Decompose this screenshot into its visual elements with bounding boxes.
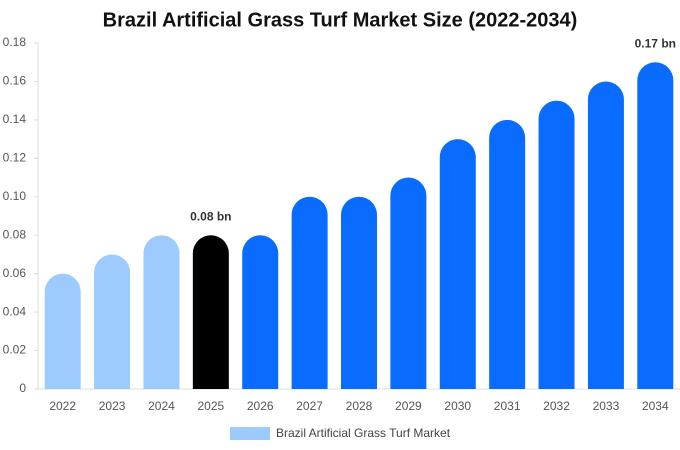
x-tick-label: 2022	[49, 399, 76, 413]
x-tick-label: 2031	[494, 399, 521, 413]
y-tick-label: 0.16	[3, 74, 27, 88]
bar	[390, 177, 427, 389]
x-tick-label: 2025	[197, 399, 224, 413]
y-tick-label: 0.08	[3, 227, 27, 241]
data-label: 0.08 bn	[190, 209, 231, 223]
x-tick-label: 2026	[247, 399, 274, 413]
bar	[242, 235, 279, 389]
y-tick-label: 0.06	[3, 266, 27, 280]
bar	[94, 254, 131, 389]
bar	[341, 196, 377, 389]
bar	[192, 235, 229, 389]
y-tick-label: 0.12	[3, 151, 27, 165]
x-tick-label: 2034	[642, 399, 669, 413]
x-tick-label: 2033	[593, 399, 620, 413]
y-tick-label: 0.04	[3, 304, 27, 318]
bar	[587, 81, 624, 389]
x-tick-label: 2029	[395, 399, 422, 413]
y-tick-label: 0.18	[3, 35, 27, 49]
bar	[143, 235, 180, 389]
x-tick-label: 2023	[99, 399, 126, 413]
x-tick-label: 2030	[444, 399, 471, 413]
bar	[538, 100, 575, 389]
legend-label: Brazil Artificial Grass Turf Market	[276, 426, 451, 440]
x-tick-label: 2032	[543, 399, 570, 413]
legend-swatch	[230, 427, 270, 440]
bar	[489, 119, 526, 390]
y-tick-label: 0.10	[3, 189, 27, 203]
y-tick-label: 0	[19, 381, 26, 395]
bar	[439, 139, 476, 389]
y-tick-label: 0.14	[3, 112, 27, 126]
data-label: 0.17 bn	[635, 36, 676, 50]
bar	[44, 273, 81, 389]
x-tick-label: 2024	[148, 399, 175, 413]
chart-title: Brazil Artificial Grass Turf Market Size…	[103, 9, 578, 31]
bar	[291, 196, 328, 389]
bar	[637, 62, 674, 389]
x-tick-label: 2028	[346, 399, 373, 413]
x-tick-label: 2027	[296, 399, 323, 413]
y-tick-label: 0.02	[3, 343, 27, 357]
